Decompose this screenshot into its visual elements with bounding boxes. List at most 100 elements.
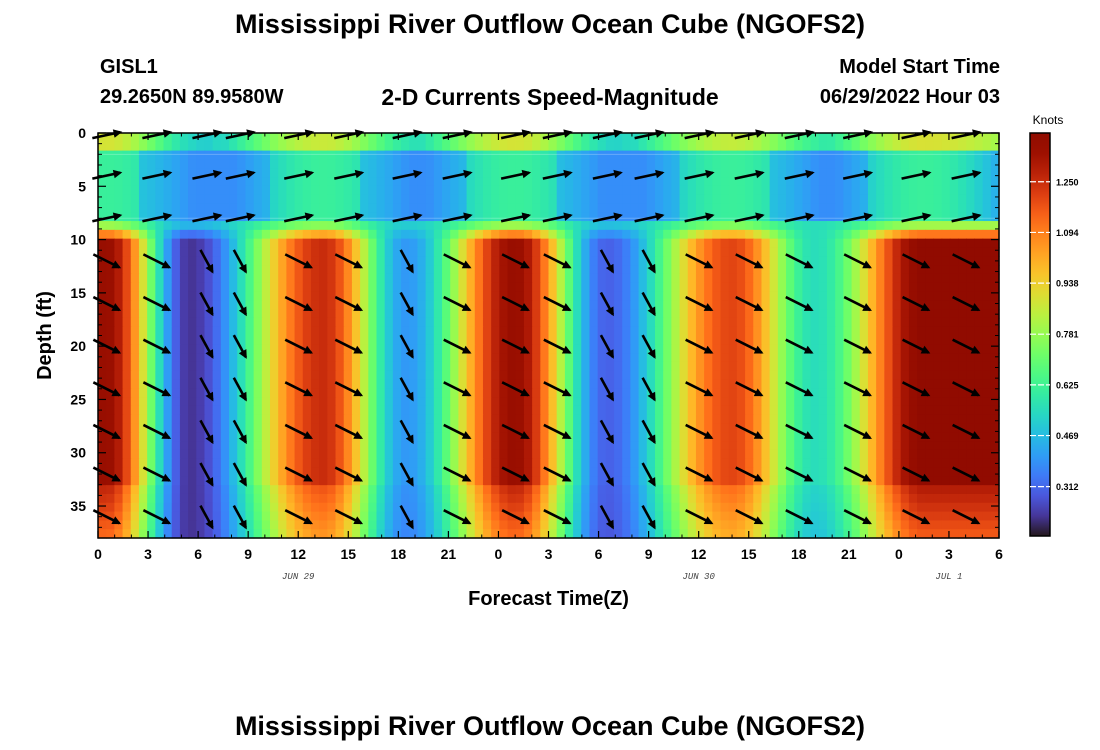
heatmap-cell (499, 353, 509, 363)
heatmap-cell (532, 256, 541, 266)
heatmap-cell (663, 458, 672, 469)
heatmap-cell (253, 353, 263, 363)
heatmap-cell (826, 326, 836, 337)
heatmap-cell (892, 485, 902, 495)
heatmap-cell (728, 379, 738, 389)
heatmap-cell (376, 502, 386, 513)
heatmap-cell (286, 291, 296, 301)
heatmap-cell (138, 185, 148, 196)
heatmap-cell (556, 265, 566, 275)
heatmap-cell (261, 300, 271, 310)
heatmap-cell (777, 485, 787, 495)
heatmap-cell (876, 229, 885, 240)
heatmap-cell (753, 449, 763, 460)
heatmap-cell (876, 256, 885, 266)
heatmap-cell (679, 247, 689, 257)
heatmap-cell (466, 273, 476, 284)
heatmap-cell (147, 194, 156, 205)
heatmap-cell (548, 265, 558, 275)
heatmap-cell (786, 265, 795, 275)
heatmap-cell (302, 247, 312, 257)
heatmap-cell (310, 361, 320, 372)
heatmap-cell (933, 511, 943, 521)
heatmap-cell (130, 203, 140, 213)
heatmap-cell (384, 203, 394, 213)
heatmap-cell (884, 212, 894, 222)
heatmap-cell (188, 476, 197, 486)
heatmap-cell (286, 511, 296, 521)
heatmap-cell (777, 291, 787, 301)
heatmap-cell (294, 423, 304, 433)
heatmap-cell (966, 168, 976, 178)
heatmap-cell (990, 300, 1000, 310)
heatmap-cell (507, 309, 517, 319)
heatmap-cell (130, 520, 140, 530)
heatmap-cell (327, 397, 337, 407)
heatmap-cell (138, 361, 148, 372)
heatmap-cell (687, 414, 697, 425)
heatmap-cell (114, 485, 124, 495)
heatmap-cell (188, 309, 197, 319)
heatmap-cell (310, 467, 320, 477)
heatmap-cell (892, 449, 902, 460)
heatmap-cell (360, 476, 369, 486)
heatmap-cell (229, 485, 238, 495)
heatmap-cell (376, 185, 386, 196)
heatmap-cell (409, 493, 419, 504)
heatmap-cell (384, 493, 394, 504)
heatmap-cell (573, 141, 582, 152)
heatmap-cell (818, 493, 828, 504)
heatmap-cell (736, 361, 746, 372)
heatmap-cell (605, 168, 615, 178)
heatmap-cell (884, 370, 894, 381)
heatmap-cell (810, 317, 820, 328)
heatmap-cell (237, 379, 247, 389)
heatmap-cell (736, 414, 746, 425)
heatmap-cell (704, 309, 713, 319)
heatmap-cell (270, 485, 279, 495)
heatmap-cell (941, 282, 951, 293)
heatmap-cell (728, 370, 738, 381)
heatmap-cell (433, 185, 443, 196)
heatmap-cell (433, 326, 443, 337)
heatmap-cell (98, 247, 107, 257)
heatmap-cell (802, 141, 812, 152)
heatmap-cell (261, 529, 271, 539)
heatmap-cell (204, 300, 214, 310)
heatmap-cell (179, 405, 189, 416)
heatmap-cell (867, 511, 877, 521)
heatmap-cell (663, 300, 672, 310)
heatmap-cell (474, 449, 484, 460)
heatmap-cell (319, 185, 328, 196)
heatmap-cell (343, 370, 353, 381)
heatmap-cell (147, 432, 156, 442)
heatmap-cell (638, 353, 648, 363)
heatmap-cell (138, 520, 148, 530)
heatmap-cell (212, 388, 222, 398)
heatmap-cell (425, 150, 435, 161)
heatmap-cell (589, 282, 599, 293)
heatmap-cell (974, 273, 984, 284)
heatmap-cell (220, 379, 230, 389)
heatmap-cell (376, 150, 386, 161)
heatmap-cell (245, 467, 255, 477)
heatmap-cell (466, 185, 476, 196)
heatmap-cell (638, 177, 648, 187)
heatmap-cell (949, 212, 959, 222)
heatmap-cell (409, 291, 419, 301)
heatmap-cell (163, 397, 173, 407)
heatmap-cell (147, 168, 156, 178)
heatmap-cell (679, 353, 689, 363)
heatmap-cell (892, 265, 902, 275)
heatmap-cell (581, 449, 591, 460)
heatmap-cell (220, 203, 230, 213)
heatmap-cell (540, 300, 550, 310)
heatmap-cell (769, 511, 779, 521)
heatmap-cell (941, 370, 951, 381)
heatmap-cell (335, 432, 345, 442)
heatmap-cell (515, 159, 525, 169)
heatmap-cell (196, 194, 206, 205)
heatmap-cell (442, 353, 451, 363)
heatmap-cell (802, 133, 812, 143)
heatmap-cell (712, 273, 722, 284)
